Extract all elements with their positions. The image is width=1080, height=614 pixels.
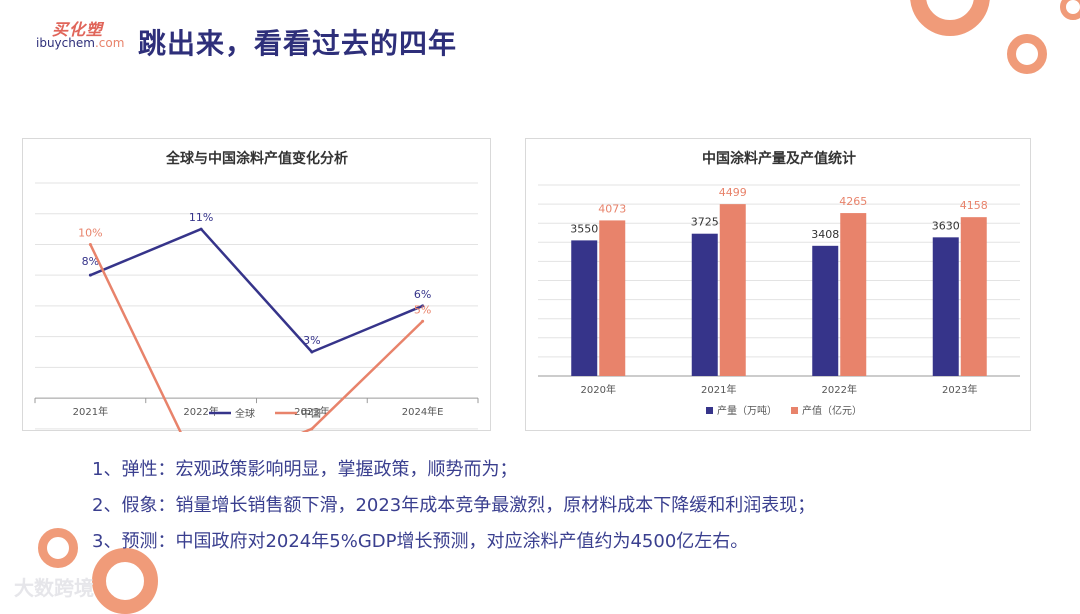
bar-output — [571, 240, 598, 376]
page-title: 跳出来，看看过去的四年 — [138, 27, 458, 60]
bar-data-label: 3550 — [570, 222, 598, 235]
line-point — [421, 304, 425, 308]
bar-chart-x-tick-label: 2021年 — [701, 383, 736, 396]
bar-data-label: 4499 — [719, 186, 747, 199]
bar-chart-panel: 中国涂料产量及产值统计 3550 4073 2020年 3725 4499 2021年 340… — [525, 138, 1031, 431]
notes-list: 1、弹性：宏观政策影响明显，掌握政策，顺势而为； 2、假象：销量增长销售额下滑，… — [92, 452, 1052, 560]
line-data-label: 11% — [189, 211, 213, 224]
logo-en-suffix: .com — [94, 36, 125, 50]
bar-value — [960, 217, 987, 376]
logo-cn-text: 买化塑 — [52, 20, 104, 39]
bar-legend-swatch — [791, 407, 798, 414]
line-point — [199, 227, 203, 231]
logo-en-text: ibuychem.com — [36, 36, 124, 50]
decor-ring-top-small — [1007, 34, 1047, 74]
line-chart-x-tick-label: 2021年 — [73, 405, 108, 418]
line-point — [88, 242, 92, 246]
line-chart-x-tick-label: 2023年 — [294, 405, 329, 418]
brand-logo: 买化塑 ibuychem.com — [36, 14, 126, 54]
bar-data-label: 3725 — [691, 216, 719, 229]
note-forecast: 3、预测：中国政府对2024年5%GDP增长预测，对应涂料产值约为4500亿左右… — [92, 531, 749, 552]
decor-ring-top-edge — [1060, 0, 1080, 20]
bar-legend-swatch — [706, 407, 713, 414]
line-chart-panel: 全球与中国涂料产值变化分析 2021年 2022年 2023年 2024年E 8% 11% 3… — [22, 138, 491, 432]
line-data-label: 8% — [82, 255, 99, 268]
line-data-label: 3% — [303, 334, 320, 347]
line-chart-title: 全球与中国涂料产值变化分析 — [165, 150, 348, 167]
watermark: 大数跨境 — [14, 576, 94, 600]
line-chart-x-tick-label: 2024年E — [402, 405, 444, 418]
line-chart-x-tick-label: 2022年 — [183, 405, 218, 418]
bar-output — [932, 237, 959, 376]
bar-legend-label: 产量（万吨） — [717, 404, 777, 417]
line-series-1 — [89, 227, 424, 354]
bar-chart-x-tick-label: 2023年 — [942, 383, 977, 396]
decor-ring-bottom-left — [38, 528, 78, 568]
line-legend-label: 中国 — [301, 407, 321, 420]
line-legend-label: 全球 — [235, 407, 255, 420]
bar-data-label: 4073 — [598, 202, 626, 215]
bar-output — [691, 233, 718, 376]
bar-legend-label: 产值（亿元） — [802, 404, 862, 417]
line-point — [310, 350, 314, 354]
bar-output — [812, 245, 839, 376]
line-chart: 全球与中国涂料产值变化分析 2021年 2022年 2023年 2024年E 8% 11% 3… — [34, 150, 479, 432]
bar-value — [840, 213, 867, 376]
note-illusion: 2、假象：销量增长销售额下滑，2023年成本竞争最激烈，原材料成本下降缓和利润表… — [92, 495, 816, 516]
line-data-label: 6% — [414, 288, 431, 301]
bar-chart-x-tick-label: 2022年 — [822, 383, 857, 396]
bar-chart-title: 中国涂料产量及产值统计 — [702, 150, 856, 167]
bar-chart-x-tick-label: 2020年 — [581, 383, 616, 396]
bar-data-label: 4265 — [839, 195, 867, 208]
bar-data-label: 4158 — [960, 199, 988, 212]
line-series-2 — [89, 243, 424, 432]
decor-ring-top-large — [910, 0, 990, 36]
line-data-label: 10% — [78, 226, 102, 239]
line-point — [88, 273, 92, 277]
bar-value — [719, 204, 746, 376]
line-point — [421, 319, 425, 323]
bar-value — [599, 220, 626, 376]
logo-en-main: ibuychem — [36, 36, 95, 50]
bar-data-label: 3408 — [811, 228, 839, 241]
line-point — [310, 427, 314, 431]
bar-data-label: 3630 — [932, 219, 960, 232]
line-data-label: 5% — [414, 303, 431, 316]
note-elasticity: 1、弹性：宏观政策影响明显，掌握政策，顺势而为； — [92, 459, 518, 480]
